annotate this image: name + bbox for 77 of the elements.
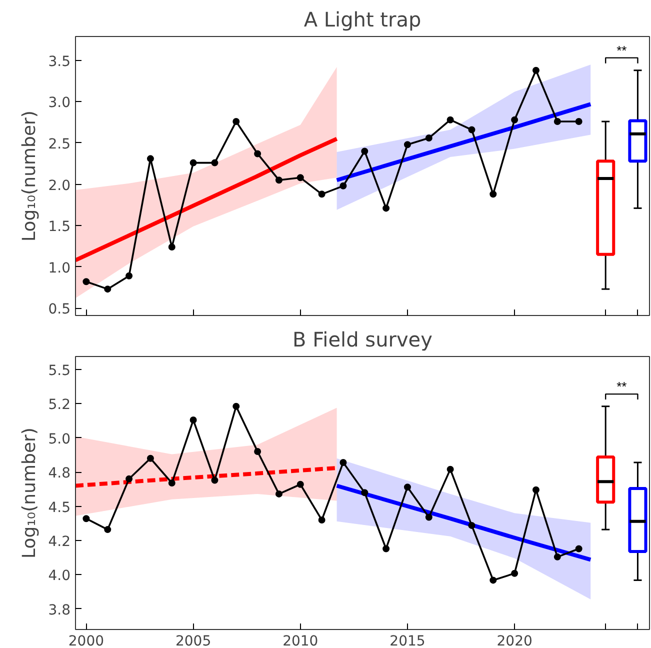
point (104, 286, 112, 293)
y-tick-label: 0.5 (48, 302, 70, 318)
x-tick-label: 2020 (496, 634, 532, 648)
point (532, 486, 540, 494)
point (511, 116, 518, 124)
point (254, 448, 262, 456)
point (82, 278, 90, 286)
y-tick-label: 5.2 (48, 397, 70, 414)
point (340, 182, 347, 190)
point (275, 176, 282, 184)
y-tick-label: 2.0 (48, 178, 70, 194)
point (554, 553, 561, 560)
point (425, 514, 432, 521)
point (361, 148, 368, 155)
point (318, 190, 326, 198)
point (82, 515, 90, 522)
point (254, 150, 262, 158)
point (275, 490, 282, 498)
point (404, 484, 411, 491)
point (190, 159, 197, 166)
y-tick-label: 1.0 (48, 260, 70, 276)
y-tick-label: 5.0 (48, 431, 70, 448)
y-tick-label: 4.0 (48, 568, 70, 584)
point (211, 159, 218, 166)
x-tick-label: 2000 (68, 634, 104, 648)
point (190, 416, 197, 424)
y-tick-label: 5.5 (48, 362, 70, 379)
point (446, 116, 454, 124)
annotation: ** (616, 42, 627, 58)
chart-title: B Field survey (292, 328, 433, 352)
point (146, 454, 154, 462)
y-tick-label: 3.0 (48, 95, 70, 112)
point (382, 204, 390, 212)
point (468, 126, 476, 134)
point (126, 475, 133, 482)
point (340, 458, 347, 466)
point (211, 476, 218, 484)
line-series (334, 102, 593, 182)
point (575, 118, 582, 126)
y-axis-title: Log₁₀(number) (19, 428, 40, 558)
point (296, 174, 304, 182)
y-tick-label: 4.8 (48, 466, 70, 482)
point (575, 545, 582, 552)
point (296, 480, 304, 488)
point (168, 243, 176, 250)
point (554, 118, 561, 126)
point (232, 402, 240, 410)
chart-title: A Light trap (304, 8, 422, 32)
point (232, 118, 240, 126)
line-series (76, 136, 339, 262)
point (126, 272, 133, 280)
point (490, 576, 497, 584)
y-axis-title: Log₁₀(number) (19, 110, 40, 242)
point (404, 141, 411, 148)
point (168, 480, 176, 486)
point (446, 466, 454, 473)
point (146, 155, 154, 162)
point (425, 134, 432, 142)
point (511, 570, 518, 577)
y-tick-label: 2.5 (48, 136, 70, 152)
point (490, 190, 497, 198)
point (468, 522, 476, 529)
line-series (334, 484, 593, 562)
annotation: ** (616, 379, 627, 394)
y-tick-label: 3.5 (48, 54, 70, 70)
point (104, 526, 112, 534)
x-tick-label: 2005 (175, 634, 212, 648)
y-tick-label: 3.8 (48, 602, 70, 618)
y-tick-label: 4.5 (48, 500, 70, 516)
x-tick-label: 2010 (282, 634, 318, 648)
point (318, 516, 326, 524)
point (382, 545, 390, 552)
point (361, 489, 368, 496)
y-tick-label: 1.5 (48, 219, 70, 236)
y-tick-label: 4.2 (48, 534, 70, 550)
x-tick-label: 2015 (390, 634, 426, 648)
point (532, 66, 540, 74)
